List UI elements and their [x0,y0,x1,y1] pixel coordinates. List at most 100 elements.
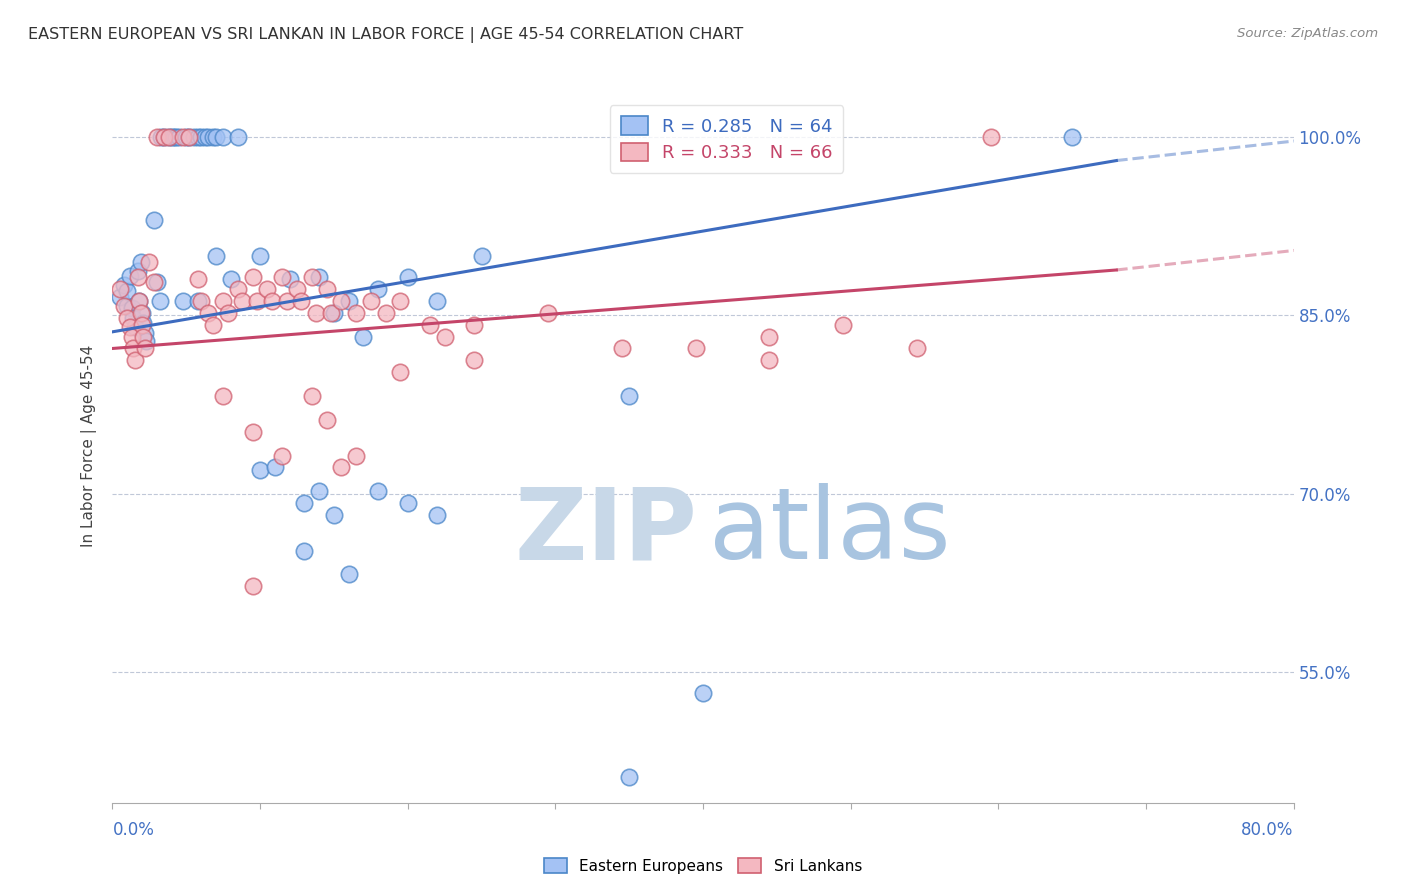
Point [157,129,180,144]
Point [150,129,173,144]
Point [122,310,145,325]
Point [153,129,176,144]
Point [131,306,153,320]
Point [271,449,294,463]
Point [242,579,264,593]
Point [117,299,138,313]
Point [337,567,360,582]
Point [132,329,155,343]
Point [129,254,152,268]
Point [619,389,641,403]
Point [120,320,142,334]
Point [260,293,283,308]
Point [219,272,242,286]
Point [337,293,360,308]
Point [205,249,228,263]
Point [179,129,201,144]
Point [537,306,560,320]
Point [276,293,298,308]
Point [242,425,264,439]
Point [301,270,323,285]
Point [231,293,253,308]
Point [319,306,342,320]
Text: ZIP: ZIP [515,483,697,580]
Point [149,293,172,308]
Point [980,129,1002,144]
Point [308,484,330,499]
Point [165,129,187,144]
Point [117,285,138,299]
Point [174,129,197,144]
Point [323,508,346,522]
Point [323,306,346,320]
Point [187,293,209,308]
Point [352,329,374,343]
Point [190,129,212,144]
Text: 0.0%: 0.0% [112,821,155,838]
Point [201,318,224,332]
Point [142,213,165,227]
Point [129,306,152,320]
Point [360,293,382,308]
Point [108,282,131,296]
Point [367,484,389,499]
Point [121,329,143,343]
Point [135,334,157,349]
Point [344,449,367,463]
Point [142,275,165,289]
Point [692,686,714,700]
Point [396,496,419,510]
Point [132,317,155,331]
Point [187,272,209,286]
Point [389,293,412,308]
Point [374,306,396,320]
Point [183,129,205,144]
Point [278,272,301,286]
Legend: R = 0.285   N = 64, R = 0.333   N = 66: R = 0.285 N = 64, R = 0.333 N = 66 [610,105,844,173]
Point [212,129,235,144]
Point [127,264,149,278]
Point [128,293,150,308]
Point [256,282,278,296]
Point [226,129,249,144]
Point [190,293,212,308]
Point [172,129,194,144]
Point [389,365,412,379]
Point [167,129,190,144]
Point [120,268,142,283]
Point [217,306,239,320]
Y-axis label: In Labor Force | Age 45-54: In Labor Force | Age 45-54 [80,345,97,547]
Point [205,129,228,144]
Point [153,129,176,144]
Point [194,129,217,144]
Point [301,389,323,403]
Point [292,496,315,510]
Point [610,342,633,356]
Point [315,282,337,296]
Point [121,301,143,315]
Legend: Eastern Europeans, Sri Lankans: Eastern Europeans, Sri Lankans [538,852,868,880]
Point [128,293,150,308]
Point [246,293,269,308]
Point [108,290,131,304]
Point [134,342,156,356]
Point [271,270,294,285]
Point [619,770,641,784]
Point [292,543,315,558]
Point [212,293,235,308]
Point [290,293,312,308]
Point [330,293,353,308]
Point [112,278,135,293]
Point [308,270,330,285]
Point [212,389,235,403]
Point [249,463,271,477]
Point [305,306,328,320]
Point [179,129,201,144]
Point [146,129,169,144]
Point [426,293,449,308]
Point [344,306,367,320]
Point [242,270,264,285]
Text: 80.0%: 80.0% [1241,821,1294,838]
Point [758,353,780,368]
Text: atlas: atlas [709,483,950,580]
